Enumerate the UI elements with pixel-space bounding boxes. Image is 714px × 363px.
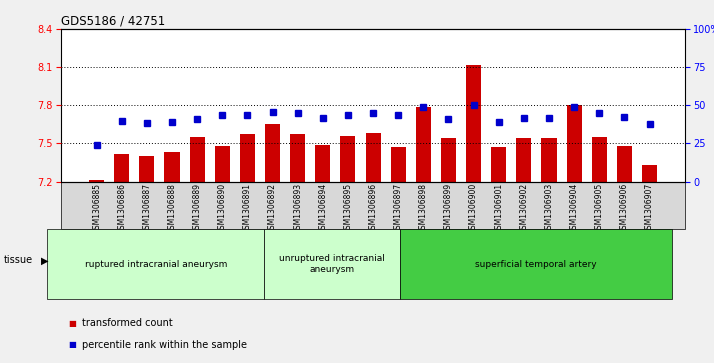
Bar [491,147,506,182]
Bar [240,135,255,182]
Text: transformed count: transformed count [82,318,173,328]
Bar [265,125,280,182]
Bar [567,105,582,182]
Text: GDS5186 / 42751: GDS5186 / 42751 [61,15,165,28]
Text: ▶: ▶ [41,256,48,265]
Bar [114,154,129,182]
Text: superficial temporal artery: superficial temporal artery [476,260,597,269]
Bar [516,138,531,182]
Bar [541,138,556,182]
Text: ruptured intracranial aneurysm: ruptured intracranial aneurysm [84,260,227,269]
Bar [290,135,305,182]
Bar [190,137,205,182]
Bar [416,107,431,182]
Bar [215,146,230,182]
Text: ■: ■ [68,340,76,349]
Bar [89,180,104,182]
Bar [341,136,356,182]
Bar [139,156,154,182]
Text: unruptured intracranial
aneurysm: unruptured intracranial aneurysm [279,254,386,274]
Bar [164,152,179,182]
Bar [441,138,456,182]
Bar [592,137,607,182]
Bar [466,65,481,182]
Bar [391,147,406,182]
Bar [642,165,657,182]
Bar [316,145,331,182]
Text: tissue: tissue [4,256,33,265]
Text: percentile rank within the sample: percentile rank within the sample [82,340,247,350]
Bar [617,146,632,182]
Text: ■: ■ [68,319,76,327]
Bar [366,133,381,182]
